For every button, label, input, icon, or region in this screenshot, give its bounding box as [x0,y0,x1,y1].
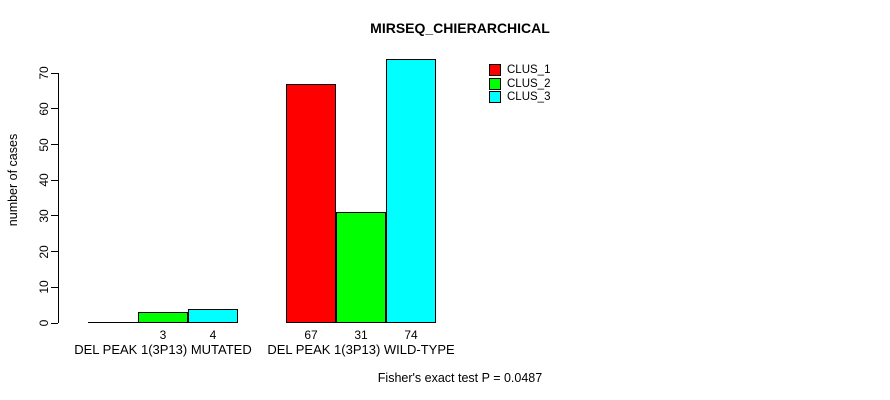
y-tick [51,108,58,110]
bar-value-label: 4 [209,328,217,342]
legend-item: CLUS_3 [489,91,550,103]
chart-title: MIRSEQ_CHIERARCHICAL [370,20,550,36]
y-tick [51,215,58,217]
bar-clus_3-group1 [188,308,238,323]
y-tick [51,322,58,324]
legend-label: CLUS_3 [507,91,551,103]
bar-value-label: 31 [354,328,368,342]
y-tick-label: 20 [37,244,51,259]
legend-swatch-clus_3 [489,91,501,103]
y-tick [51,286,58,288]
y-tick [51,72,58,74]
y-tick-label: 0 [37,319,51,327]
bar-clus_2-group2 [336,212,386,323]
y-tick-label: 50 [37,137,51,152]
legend-label: CLUS_2 [507,77,551,90]
bar-clus_1-group2 [286,84,336,323]
y-axis-line [58,73,59,323]
bar-clus_1-group1 [88,322,138,323]
legend-item: CLUS_1 [489,64,550,76]
y-tick-label: 40 [37,173,51,187]
category-label: DEL PEAK 1(3P13) MUTATED [74,342,252,357]
legend-label: CLUS_1 [507,64,551,76]
stat-annotation: Fisher's exact test P = 0.0487 [377,371,543,385]
legend-swatch-clus_1 [489,64,501,76]
bar-value-label: 3 [159,328,167,342]
legend-swatch-clus_2 [489,77,501,90]
y-tick-label: 10 [37,280,51,295]
bar-value-label: 74 [404,328,418,342]
y-tick-label: 70 [37,66,51,80]
bar-clus_2-group1 [138,312,188,323]
bar-value-label: 67 [304,328,318,342]
y-tick [51,144,58,146]
legend: CLUS_1 CLUS_2 CLUS_3 [489,64,550,105]
bar-clus_3-group2 [386,59,436,323]
y-tick-label: 60 [37,102,51,116]
y-tick [51,179,58,181]
legend-item: CLUS_2 [489,77,551,90]
y-tick-label: 30 [37,209,51,223]
category-label: DEL PEAK 1(3P13) WILD-TYPE [267,342,455,357]
y-tick [51,251,58,253]
